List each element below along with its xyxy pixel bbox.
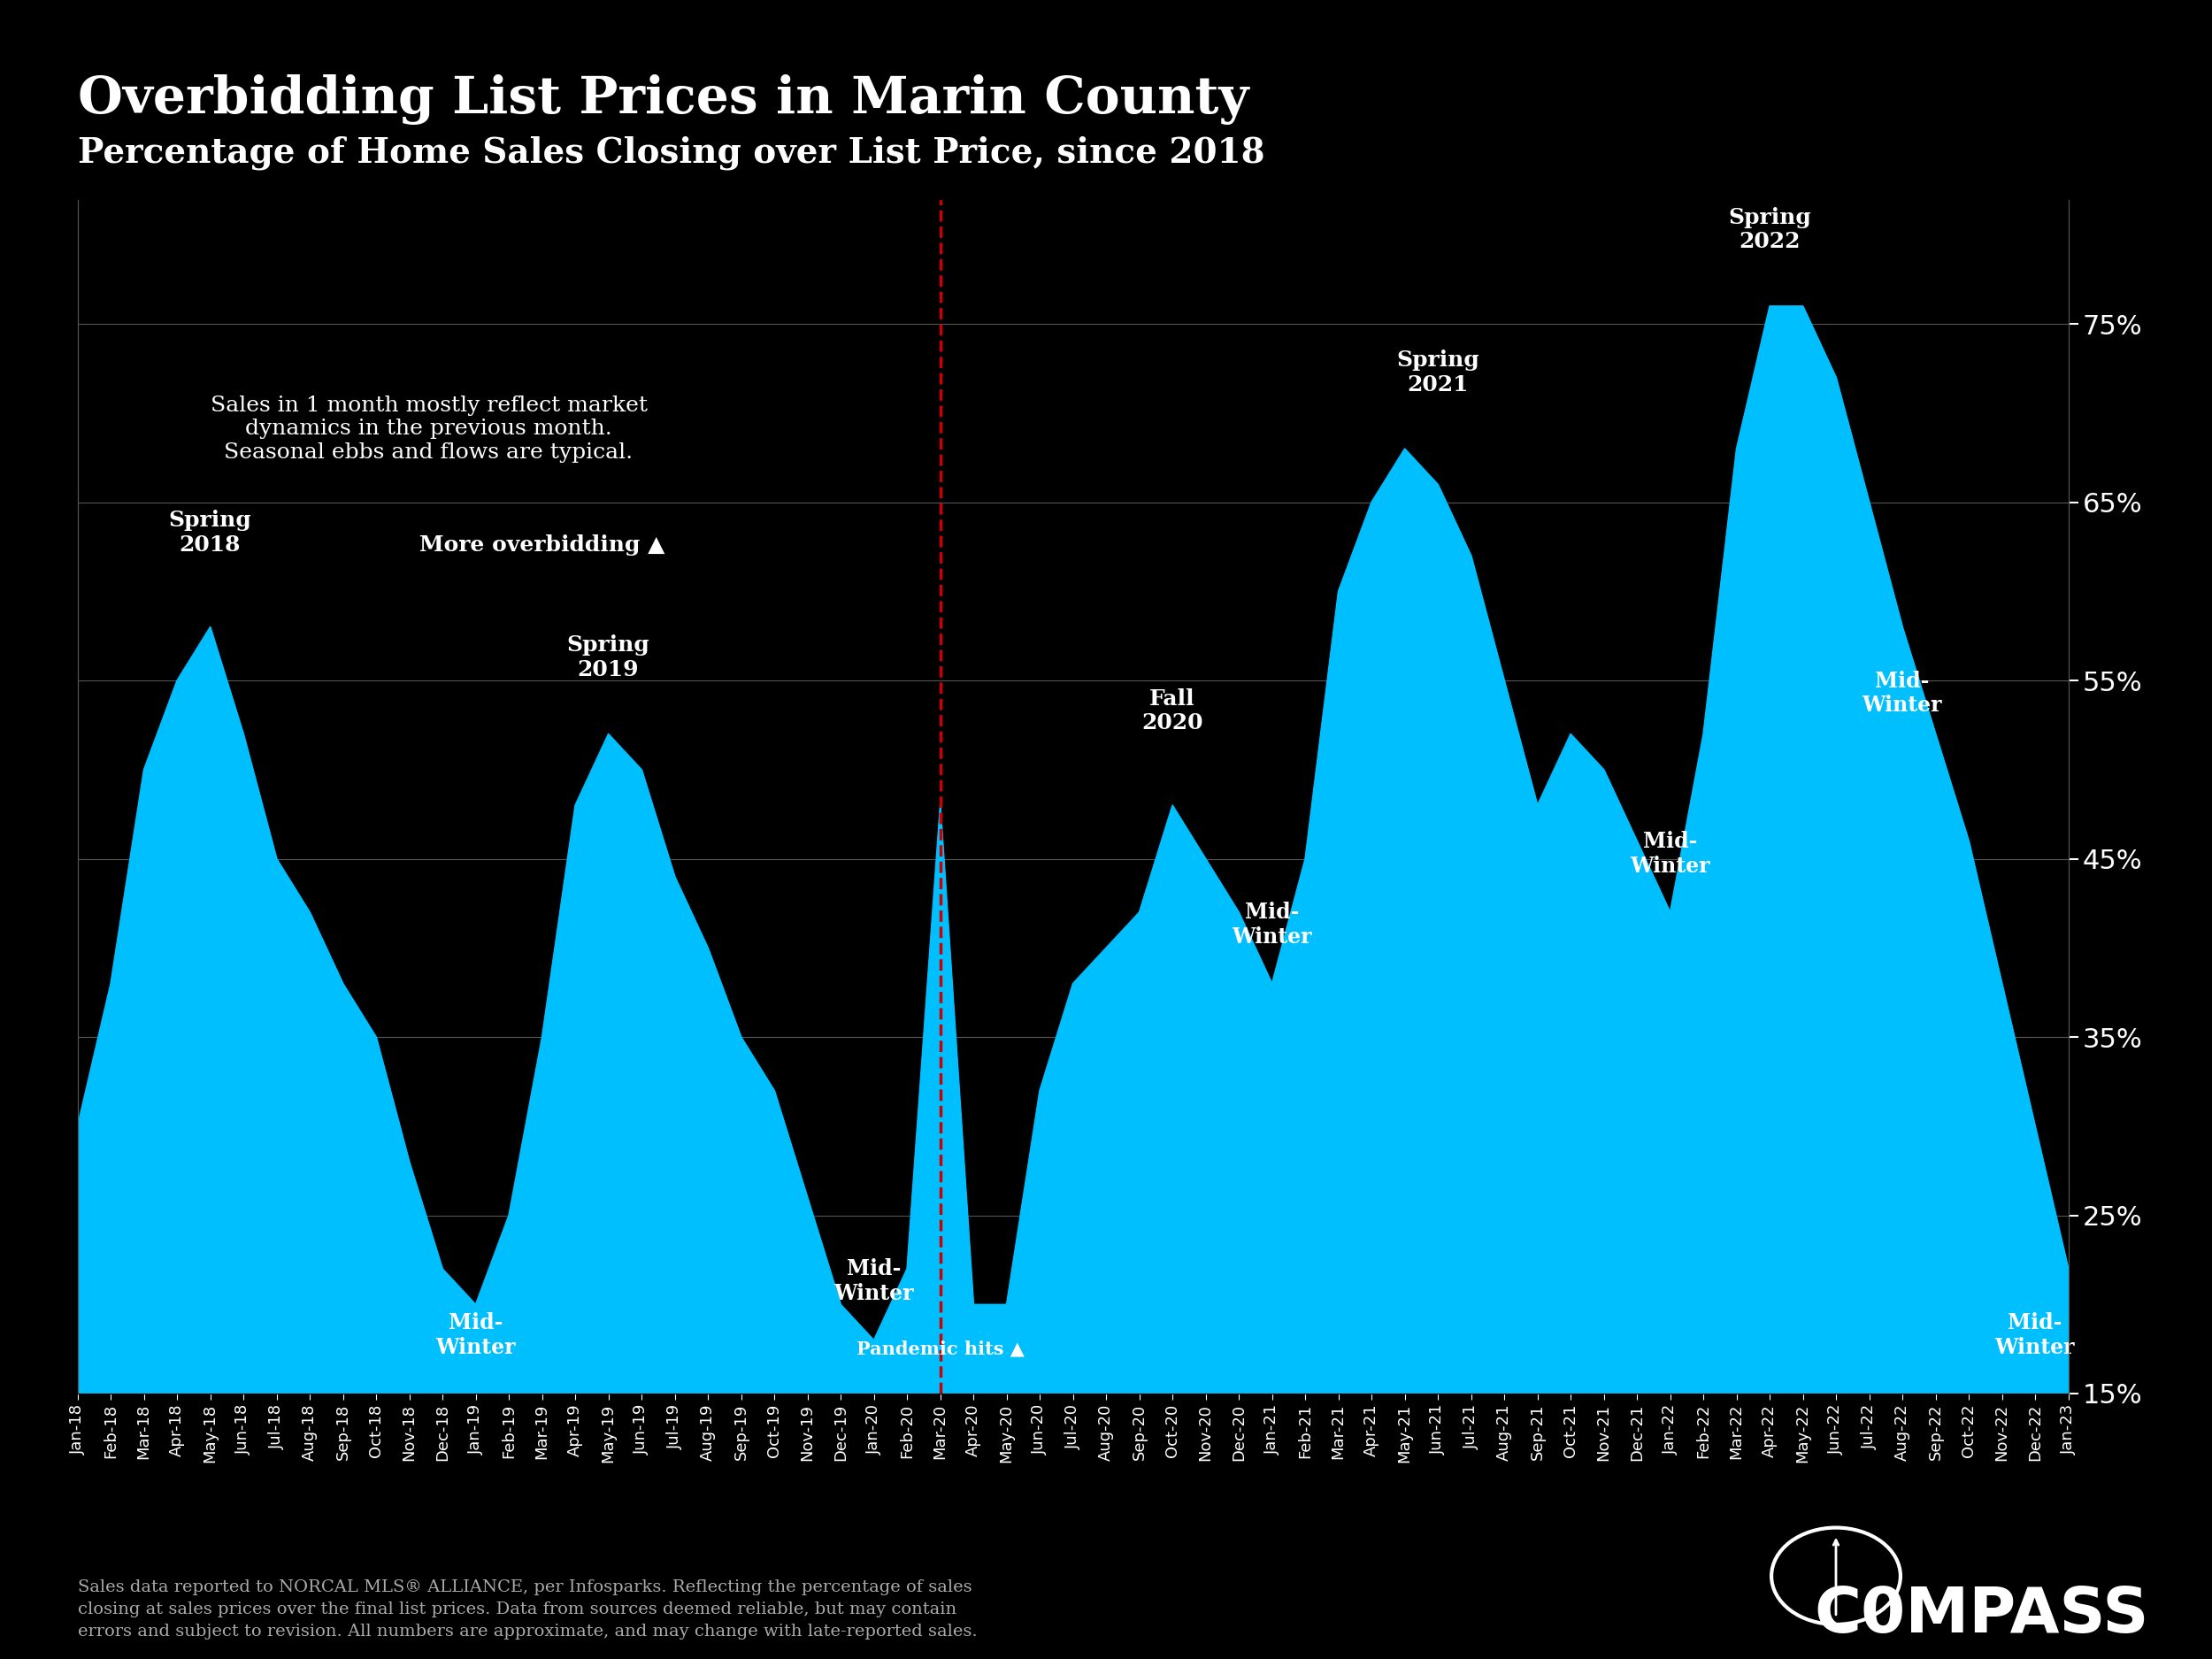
Text: Mid-
Winter: Mid- Winter <box>834 1259 914 1304</box>
Text: Spring
2018: Spring 2018 <box>168 509 252 556</box>
Text: More overbidding ▲: More overbidding ▲ <box>420 534 664 556</box>
Text: Sales in 1 month mostly reflect market
dynamics in the previous month.
Seasonal : Sales in 1 month mostly reflect market d… <box>210 395 648 463</box>
Text: Percentage of Home Sales Closing over List Price, since 2018: Percentage of Home Sales Closing over Li… <box>77 136 1265 171</box>
Text: Mid-
Winter: Mid- Winter <box>1630 831 1710 876</box>
Text: Spring
2022: Spring 2022 <box>1728 207 1812 252</box>
Text: Spring
2021: Spring 2021 <box>1396 350 1480 395</box>
Text: Mid-
Winter: Mid- Winter <box>1863 670 1942 717</box>
Text: Mid-
Winter: Mid- Winter <box>1232 902 1312 947</box>
Text: C0MPASS: C0MPASS <box>1814 1584 2148 1646</box>
Text: In   the   latest   month,
approximately 21% of sales
closed over final list pri: In the latest month, approximately 21% o… <box>1405 1037 1712 1128</box>
Text: Mid-
Winter: Mid- Winter <box>1995 1312 2075 1359</box>
Text: Fall
2020: Fall 2020 <box>1141 688 1203 733</box>
Text: Spring
2019: Spring 2019 <box>566 635 650 680</box>
Text: Mid-
Winter: Mid- Winter <box>436 1312 515 1359</box>
Text: Sales data reported to NORCAL MLS® ALLIANCE, per Infosparks. Reflecting the perc: Sales data reported to NORCAL MLS® ALLIA… <box>77 1579 978 1639</box>
Text: Pandemic hits ▲: Pandemic hits ▲ <box>856 1340 1024 1359</box>
Text: Overbidding List Prices in Marin County: Overbidding List Prices in Marin County <box>77 75 1248 124</box>
